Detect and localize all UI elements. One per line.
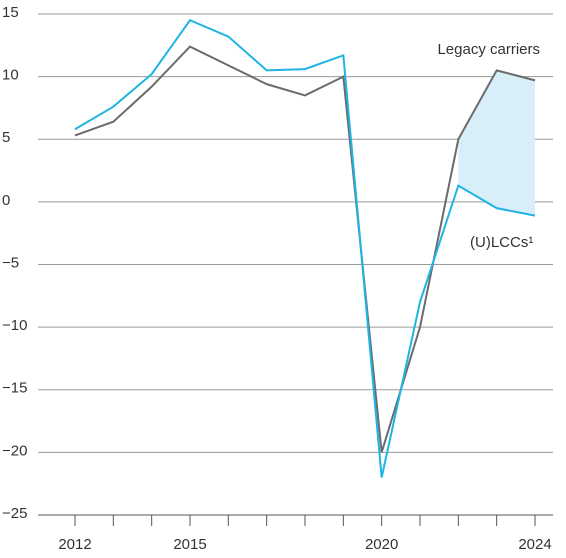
y-tick-label: 5	[2, 129, 10, 146]
series-label: (U)LCCs¹	[470, 234, 533, 251]
y-tick-label: 0	[2, 192, 10, 209]
y-tick-label: −15	[2, 380, 27, 397]
x-tick-label: 2012	[58, 536, 91, 553]
y-tick-label: −10	[2, 317, 27, 334]
series-label: Legacy carriers	[437, 41, 540, 58]
x-tick-label: 2024	[518, 536, 551, 553]
shaded-range	[458, 70, 535, 216]
y-tick-label: −20	[2, 442, 27, 459]
y-tick-label: 10	[2, 67, 19, 84]
y-tick-label: −25	[2, 505, 27, 522]
x-tick-label: 2020	[365, 536, 398, 553]
y-tick-label: −5	[2, 254, 19, 271]
x-tick-label: 2015	[173, 536, 206, 553]
series-line	[74, 19, 536, 478]
series-line	[74, 45, 536, 453]
y-tick-label: 15	[2, 4, 19, 21]
